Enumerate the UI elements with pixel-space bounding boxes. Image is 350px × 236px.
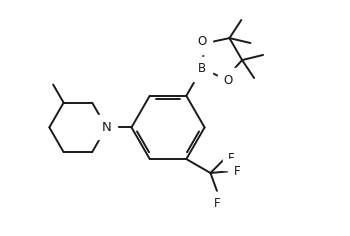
Text: N: N (102, 121, 111, 134)
Text: B: B (198, 62, 206, 75)
Text: F: F (234, 165, 240, 178)
Text: O: O (223, 74, 232, 87)
Text: O: O (197, 35, 206, 48)
Text: F: F (214, 197, 220, 210)
Text: F: F (228, 152, 235, 164)
